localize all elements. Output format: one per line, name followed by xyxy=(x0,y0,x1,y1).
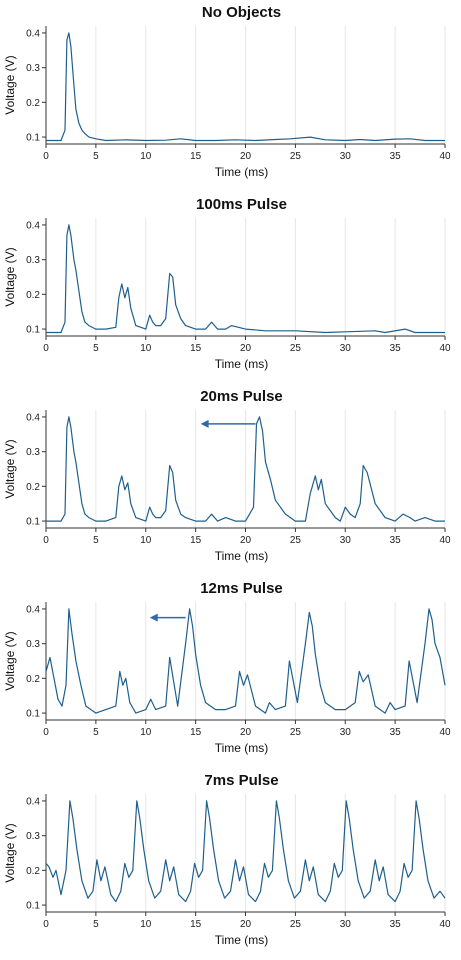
chart-title: 12ms Pulse xyxy=(200,580,283,597)
chart-svg-5: 7ms Pulse 0 5 10 15 20 25 30 35 40 0.1 0.2 0.3 0.4 Tim… xyxy=(3,772,451,947)
y-tick-label: 0.1 xyxy=(26,901,40,912)
x-tick-label: 25 xyxy=(290,535,302,546)
series-line-1 xyxy=(46,416,445,522)
y-tick-label: 0.2 xyxy=(26,866,40,877)
x-tick-label: 0 xyxy=(43,343,49,354)
chart-panel-4: 12ms Pulse 0 5 10 15 20 25 30 35 40 0.1 0.2 0.3 0.4 Ti… xyxy=(0,576,461,768)
x-tick-label: 35 xyxy=(390,727,402,738)
x-tick-label: 0 xyxy=(43,727,49,738)
x-tick-label: 5 xyxy=(93,919,99,930)
y-tick-label: 0.1 xyxy=(26,517,40,528)
y-axis-label: Voltage (V) xyxy=(3,823,17,882)
x-axis-label: Time (ms) xyxy=(215,165,269,179)
x-axis-label: Time (ms) xyxy=(215,933,269,947)
x-tick-label: 20 xyxy=(240,151,252,162)
x-tick-label: 25 xyxy=(290,151,302,162)
x-tick-label: 35 xyxy=(390,919,402,930)
x-tick-label: 35 xyxy=(390,343,402,354)
y-tick-label: 0.2 xyxy=(26,290,40,301)
x-axis-label: Time (ms) xyxy=(215,741,269,755)
y-tick-label: 0.4 xyxy=(26,796,40,807)
y-tick-label: 0.3 xyxy=(26,831,40,842)
x-tick-label: 20 xyxy=(240,343,252,354)
x-tick-label: 25 xyxy=(290,919,302,930)
y-tick-label: 0.1 xyxy=(26,325,40,336)
chart-title: 7ms Pulse xyxy=(204,772,278,789)
y-tick-label: 0.1 xyxy=(26,133,40,144)
series-line-1 xyxy=(46,224,445,334)
x-tick-label: 5 xyxy=(93,151,99,162)
x-tick-label: 40 xyxy=(439,535,451,546)
x-tick-label: 15 xyxy=(190,343,202,354)
x-tick-label: 40 xyxy=(439,919,451,930)
x-tick-label: 10 xyxy=(140,727,152,738)
arrow-head xyxy=(149,613,158,622)
chart-panel-2: 100ms Pulse 0 5 10 15 20 25 30 35 40 0.1 0.2 0.3 0.4 T… xyxy=(0,192,461,384)
series-line-1 xyxy=(45,800,446,903)
x-tick-label: 35 xyxy=(390,151,402,162)
y-tick-label: 0.4 xyxy=(26,412,40,423)
x-tick-label: 10 xyxy=(140,535,152,546)
arrow-head xyxy=(200,419,209,428)
x-tick-label: 30 xyxy=(340,343,352,354)
chart-svg-1: No Objects 0 5 10 15 20 25 30 35 40 0.1 0.2 0.3 0.4 Ti… xyxy=(3,4,451,179)
y-tick-label: 0.3 xyxy=(26,447,40,458)
x-tick-label: 20 xyxy=(240,727,252,738)
x-tick-label: 0 xyxy=(43,535,49,546)
y-tick-label: 0.4 xyxy=(26,604,40,615)
y-axis-label: Voltage (V) xyxy=(3,631,17,690)
y-tick-label: 0.4 xyxy=(26,220,40,231)
x-tick-label: 30 xyxy=(340,151,352,162)
x-tick-label: 5 xyxy=(93,535,99,546)
series-line-1 xyxy=(46,32,445,142)
x-axis-label: Time (ms) xyxy=(215,357,269,371)
y-tick-label: 0.3 xyxy=(26,63,40,74)
x-tick-label: 25 xyxy=(290,727,302,738)
x-axis-label: Time (ms) xyxy=(215,549,269,563)
x-tick-label: 40 xyxy=(439,727,451,738)
x-tick-label: 15 xyxy=(190,727,202,738)
x-tick-label: 35 xyxy=(390,535,402,546)
x-tick-label: 5 xyxy=(93,343,99,354)
y-tick-label: 0.4 xyxy=(26,28,40,39)
y-axis-label: Voltage (V) xyxy=(3,439,17,498)
x-tick-label: 15 xyxy=(190,919,202,930)
chart-svg-3: 20ms Pulse 0 5 10 15 20 25 30 35 40 0.1 0.2 0.3 0.4 Ti… xyxy=(3,388,451,563)
x-tick-label: 10 xyxy=(140,919,152,930)
chart-title: 100ms Pulse xyxy=(196,196,287,213)
x-tick-label: 5 xyxy=(93,727,99,738)
x-tick-label: 20 xyxy=(240,535,252,546)
x-tick-label: 40 xyxy=(439,343,451,354)
y-tick-label: 0.3 xyxy=(26,639,40,650)
x-tick-label: 30 xyxy=(340,919,352,930)
chart-panel-5: 7ms Pulse 0 5 10 15 20 25 30 35 40 0.1 0.2 0.3 0.4 Tim… xyxy=(0,768,461,960)
y-tick-label: 0.1 xyxy=(26,709,40,720)
x-tick-label: 15 xyxy=(190,535,202,546)
x-tick-label: 20 xyxy=(240,919,252,930)
chart-title: No Objects xyxy=(202,4,281,21)
chart-title: 20ms Pulse xyxy=(200,388,283,405)
y-axis-label: Voltage (V) xyxy=(3,247,17,306)
y-tick-label: 0.2 xyxy=(26,482,40,493)
x-tick-label: 0 xyxy=(43,151,49,162)
chart-panel-1: No Objects 0 5 10 15 20 25 30 35 40 0.1 0.2 0.3 0.4 Ti… xyxy=(0,0,461,192)
y-tick-label: 0.2 xyxy=(26,98,40,109)
x-tick-label: 10 xyxy=(140,151,152,162)
y-tick-label: 0.3 xyxy=(26,255,40,266)
y-tick-label: 0.2 xyxy=(26,674,40,685)
x-tick-label: 0 xyxy=(43,919,49,930)
series-line-1 xyxy=(45,608,446,714)
x-tick-label: 10 xyxy=(140,343,152,354)
x-tick-label: 30 xyxy=(340,535,352,546)
chart-panel-3: 20ms Pulse 0 5 10 15 20 25 30 35 40 0.1 0.2 0.3 0.4 Ti… xyxy=(0,384,461,576)
x-tick-label: 40 xyxy=(439,151,451,162)
y-axis-label: Voltage (V) xyxy=(3,55,17,114)
chart-svg-4: 12ms Pulse 0 5 10 15 20 25 30 35 40 0.1 0.2 0.3 0.4 Ti… xyxy=(3,580,451,755)
x-tick-label: 30 xyxy=(340,727,352,738)
x-tick-label: 15 xyxy=(190,151,202,162)
x-tick-label: 25 xyxy=(290,343,302,354)
chart-svg-2: 100ms Pulse 0 5 10 15 20 25 30 35 40 0.1 0.2 0.3 0.4 T… xyxy=(3,196,451,371)
